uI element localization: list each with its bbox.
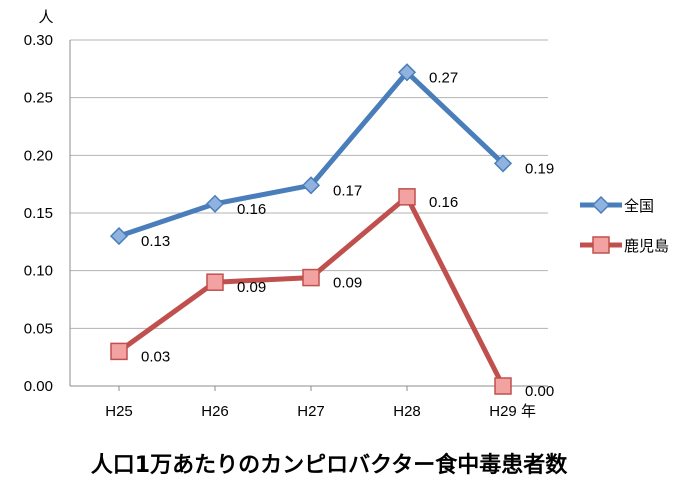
y-tick-label: 0.05 (24, 320, 53, 337)
data-labels: 0.13 0.16 0.17 0.27 0.19 0.03 0.09 0.09 0.16 0.00 (141, 69, 554, 400)
data-label-series-1: 0.27 (429, 69, 458, 86)
data-point-series-1 (301, 176, 321, 195)
x-axis-unit: 年 (521, 402, 536, 420)
y-axis-ticks: 0.00 0.05 0.10 0.15 0.20 0.25 0.30 (24, 32, 53, 395)
series-layer (109, 63, 513, 395)
data-point-series-1 (205, 194, 225, 213)
data-label-series-2: 0.09 (333, 275, 362, 292)
chart-title: 人口1万あたりのカンピロバクター食中毒患者数 (91, 452, 568, 478)
data-label-series-1: 0.16 (237, 201, 266, 218)
data-point-series-2 (302, 268, 320, 287)
data-label-series-1: 0.13 (141, 233, 170, 250)
y-axis-unit: 人 (38, 8, 53, 26)
y-tick-label: 0.25 (24, 90, 53, 107)
legend-label: 全国 (624, 197, 654, 215)
x-tick-label: H25 (105, 403, 133, 420)
y-tick-label: 0.15 (24, 205, 53, 222)
data-point-series-1 (493, 154, 513, 173)
y-tick-label: 0.10 (24, 263, 53, 280)
data-point-series-2 (110, 342, 128, 361)
legend-marker (591, 195, 611, 215)
legend-label: 鹿児島 (624, 237, 669, 255)
data-label-series-2: 0.16 (429, 194, 458, 211)
y-tick-label: 0.20 (24, 147, 53, 164)
data-label-series-2: 0.00 (525, 383, 554, 400)
data-point-series-2 (398, 188, 416, 206)
data-point-series-1 (109, 227, 129, 246)
data-label-series-2: 0.09 (237, 279, 266, 296)
x-tick-label: H28 (393, 403, 421, 420)
data-label-series-1: 0.17 (333, 182, 362, 199)
y-tick-label: 0.00 (24, 378, 53, 395)
data-point-series-1 (397, 63, 417, 82)
data-point-series-2 (206, 273, 224, 291)
series-line-1 (116, 69, 506, 239)
data-point-series-2 (494, 377, 512, 395)
data-label-series-1: 0.19 (525, 160, 554, 177)
x-tick-label: H27 (297, 403, 325, 420)
y-tick-label: 0.30 (24, 32, 53, 49)
x-tick-label: H29 (489, 403, 517, 420)
x-tick-label: H26 (201, 403, 229, 420)
data-label-series-2: 0.03 (141, 348, 170, 365)
x-axis-ticks: H25 H26 H27 H28 H29 (105, 386, 517, 420)
series-line-2 (116, 194, 506, 389)
legend-marker (592, 236, 610, 254)
